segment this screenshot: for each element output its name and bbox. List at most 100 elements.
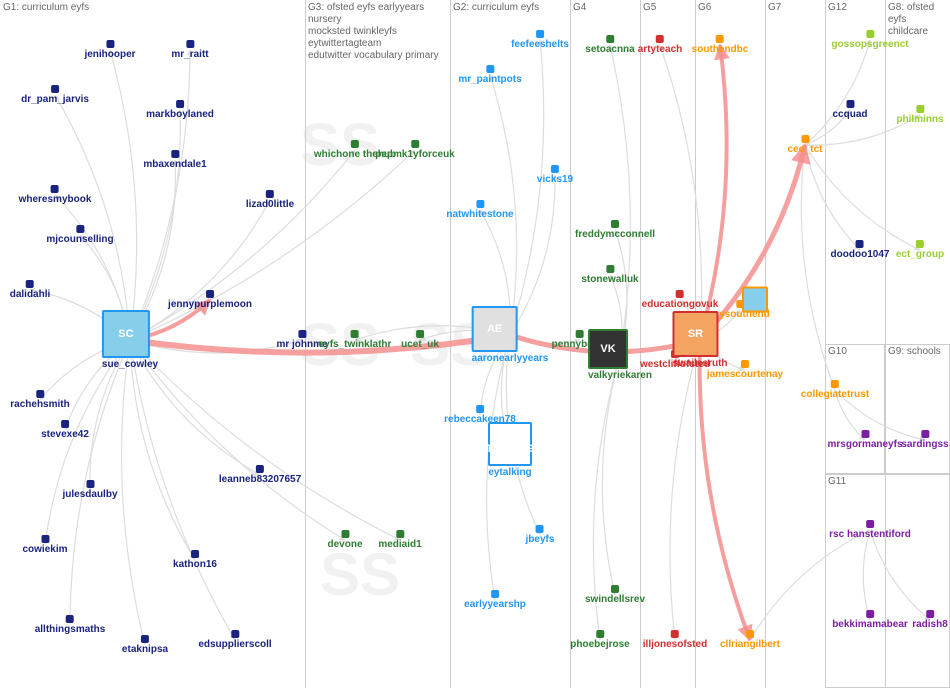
graph-node[interactable]: markboylaned xyxy=(146,100,214,120)
node-marker xyxy=(176,100,184,108)
graph-node[interactable]: artyteach xyxy=(638,35,682,55)
graph-node[interactable]: feefeeshelts xyxy=(511,30,569,50)
graph-node[interactable]: vicks19 xyxy=(537,165,573,185)
graph-node[interactable]: sardingss xyxy=(901,430,948,450)
graph-node[interactable]: natwhitestone xyxy=(446,200,513,220)
node-marker xyxy=(916,105,924,113)
graph-node[interactable]: mbaxendale1 xyxy=(143,150,206,170)
graph-node[interactable]: stevexe42 xyxy=(41,420,89,440)
graph-node[interactable]: lizad0little xyxy=(246,190,294,210)
node-marker xyxy=(576,330,584,338)
graph-node[interactable]: educationgovuk xyxy=(642,290,719,310)
node-label: jbeyfs xyxy=(526,534,555,545)
graph-node[interactable]: allthingsmaths xyxy=(35,615,106,635)
graph-node[interactable]: rsc hanstentiford xyxy=(829,520,911,540)
edge-strong xyxy=(700,340,750,640)
node-marker xyxy=(671,630,679,638)
graph-node[interactable]: cllriangilbert xyxy=(720,630,780,650)
graph-node[interactable]: devone xyxy=(327,530,362,550)
graph-node[interactable]: swindellsrev xyxy=(585,585,645,605)
node-marker xyxy=(106,40,114,48)
node-label: pepmk1yforceuk xyxy=(375,149,454,160)
graph-node[interactable]: radish8 xyxy=(912,610,948,630)
graph-node[interactable]: bekkimamabear xyxy=(832,610,908,630)
graph-node[interactable]: ccquad xyxy=(832,100,867,120)
graph-node[interactable]: pepmk1yforceuk xyxy=(375,140,454,160)
graph-avatar-node[interactable]: SCsue_cowley xyxy=(102,310,158,370)
graph-node[interactable]: leanneb83207657 xyxy=(219,465,301,485)
node-label: jenihooper xyxy=(84,49,135,60)
edge xyxy=(870,530,930,620)
node-marker xyxy=(536,30,544,38)
node-label: radish8 xyxy=(912,619,948,630)
graph-node[interactable]: mrsgormaneyfs xyxy=(827,430,902,450)
avatar-label: aaronearlyyears xyxy=(472,353,549,364)
node-marker xyxy=(256,465,264,473)
graph-node[interactable]: kathon16 xyxy=(173,550,217,570)
graph-node[interactable]: setoacnna xyxy=(585,35,634,55)
graph-node[interactable]: doodoo1047 xyxy=(831,240,890,260)
node-label: educationgovuk xyxy=(642,299,719,310)
node-label: illjonesofsted xyxy=(643,639,707,650)
graph-avatar-node[interactable] xyxy=(742,287,768,314)
graph-node[interactable]: wheresmybook xyxy=(19,185,92,205)
graph-node[interactable]: mjcounselling xyxy=(46,225,113,245)
graph-node[interactable]: ceo_tct xyxy=(787,135,822,155)
node-marker xyxy=(676,290,684,298)
node-marker xyxy=(476,405,484,413)
node-marker xyxy=(26,280,34,288)
node-label: leanneb83207657 xyxy=(219,474,301,485)
graph-node[interactable]: dalidahli xyxy=(10,280,51,300)
node-marker xyxy=(861,430,869,438)
graph-node[interactable]: ucet_uk xyxy=(401,330,439,350)
edge xyxy=(805,40,870,145)
graph-node[interactable]: cowiekim xyxy=(22,535,67,555)
graph-node[interactable]: ect_group xyxy=(896,240,944,260)
graph-node[interactable]: mr_paintpots xyxy=(458,65,521,85)
graph-node[interactable]: illjonesofsted xyxy=(643,630,707,650)
node-label: julesdaulby xyxy=(62,489,117,500)
graph-node[interactable]: collegiatetrust xyxy=(801,380,869,400)
graph-node[interactable]: eyfs_twinklathr xyxy=(319,330,392,350)
node-marker xyxy=(51,85,59,93)
node-marker xyxy=(831,380,839,388)
graph-node[interactable]: gossopsgreenct xyxy=(831,30,908,50)
edge xyxy=(700,340,750,640)
graph-avatar-node[interactable]: EY TALKINGeytalking xyxy=(488,422,532,478)
node-label: philminns xyxy=(896,114,943,125)
graph-node[interactable]: phoebejrose xyxy=(570,630,629,650)
node-label: bekkimamabear xyxy=(832,619,908,630)
node-label: kathon16 xyxy=(173,559,217,570)
node-label: mbaxendale1 xyxy=(143,159,206,170)
graph-node[interactable]: philminns xyxy=(896,105,943,125)
graph-node[interactable]: edsupplierscoll xyxy=(198,630,271,650)
graph-node[interactable]: dr_pam_jarvis xyxy=(21,85,89,105)
node-label: lizad0little xyxy=(246,199,294,210)
node-label: mr_raitt xyxy=(171,49,208,60)
node-marker xyxy=(606,265,614,273)
graph-avatar-node[interactable]: VKvalkyriekaren xyxy=(588,329,652,381)
node-label: ccquad xyxy=(832,109,867,120)
graph-avatar-node[interactable]: SRswailesruth xyxy=(672,311,727,369)
node-label: mjcounselling xyxy=(46,234,113,245)
edge xyxy=(55,95,130,340)
graph-node[interactable]: rachehsmith xyxy=(10,390,69,410)
graph-node[interactable]: freddymcconnell xyxy=(575,220,655,240)
graph-node[interactable]: jbeyfs xyxy=(526,525,555,545)
graph-node[interactable]: jenihooper xyxy=(84,40,135,60)
node-label: devone xyxy=(327,539,362,550)
node-marker xyxy=(76,225,84,233)
node-label: ceo_tct xyxy=(787,144,822,155)
graph-node[interactable]: earlyyearshp xyxy=(464,590,526,610)
graph-node[interactable]: mr_raitt xyxy=(171,40,208,60)
graph-node[interactable]: etaknipsa xyxy=(122,635,168,655)
graph-node[interactable]: jennypurplemoon xyxy=(168,290,252,310)
graph-avatar-node[interactable]: AEaaronearlyyears xyxy=(472,306,549,364)
node-marker xyxy=(51,185,59,193)
graph-node[interactable]: southendbc xyxy=(692,35,749,55)
graph-node[interactable]: mediaid1 xyxy=(378,530,421,550)
node-label: southendbc xyxy=(692,44,749,55)
graph-node[interactable]: stonewalluk xyxy=(581,265,638,285)
node-label: mediaid1 xyxy=(378,539,421,550)
graph-node[interactable]: julesdaulby xyxy=(62,480,117,500)
